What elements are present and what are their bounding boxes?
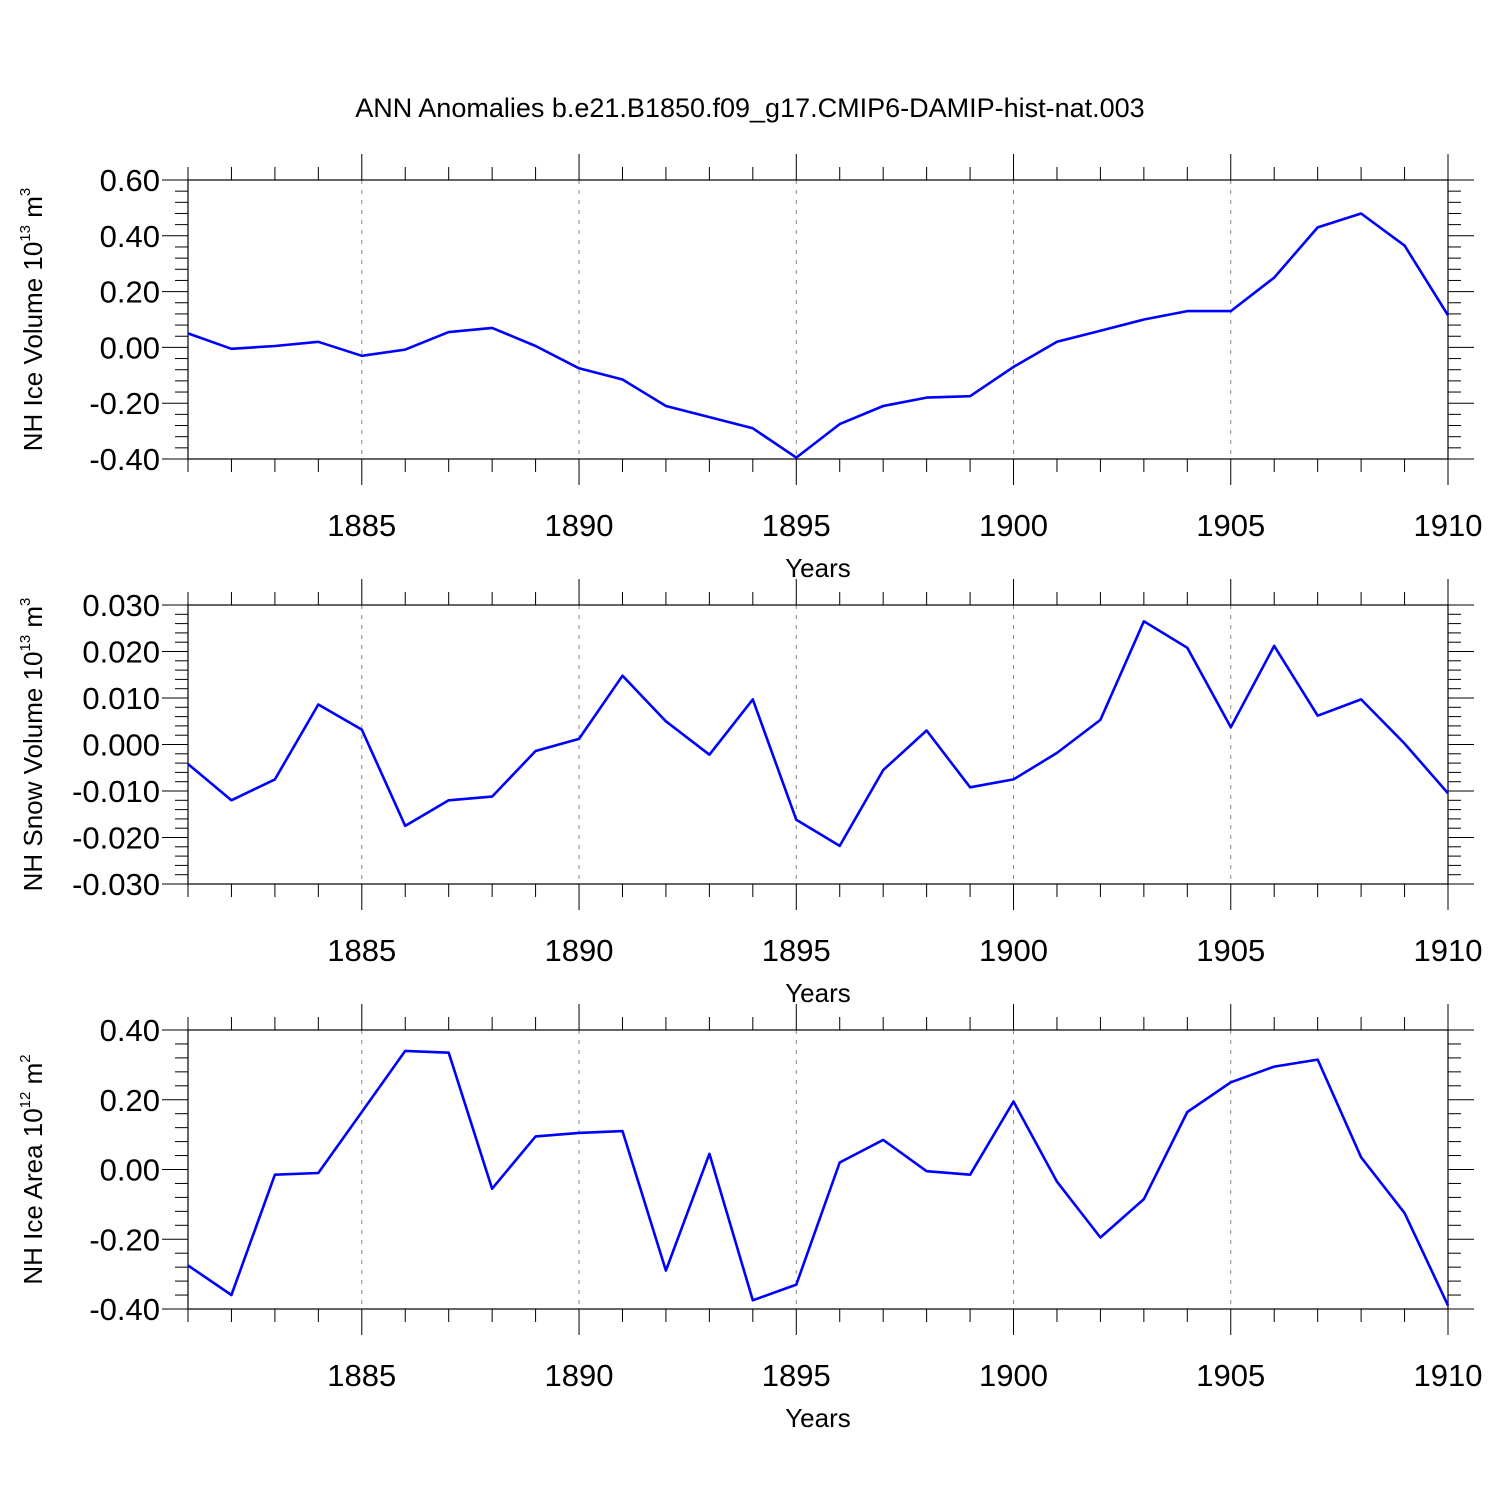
y-axis-label-unit: m (18, 606, 48, 635)
x-tick-label: 1890 (545, 1358, 614, 1393)
series-line (187, 1049, 1450, 1307)
x-axis-label: Years (785, 1403, 851, 1433)
x-tick-label: 1900 (979, 508, 1048, 543)
x-tick-label: 1910 (1414, 1358, 1483, 1393)
y-tick-label: -0.40 (89, 1292, 160, 1327)
plot-frame (187, 179, 1449, 460)
chart-title: ANN Anomalies b.e21.B1850.f09_g17.CMIP6-… (355, 93, 1144, 123)
y-axis-label-unit: m (18, 1063, 48, 1092)
y-axis-label-unit-exponent: 2 (17, 1054, 34, 1062)
y-tick-label: -0.40 (89, 442, 160, 477)
y-axis-label-text: NH Ice Area 10 (18, 1108, 48, 1284)
y-axis-label: NH Ice Area 1012 m2 (17, 1054, 48, 1284)
y-tick-label: 0.20 (100, 1083, 160, 1118)
y-axis-label-unit: m (18, 196, 48, 225)
y-axis-label-unit-exponent: 3 (17, 598, 34, 606)
x-tick-label: 1890 (545, 933, 614, 968)
x-tick-label: 1895 (762, 508, 831, 543)
y-axis-label: NH Snow Volume 1013 m3 (17, 598, 48, 892)
series-line (187, 619, 1449, 848)
x-tick-label: 1885 (327, 933, 396, 968)
y-tick-label: -0.010 (72, 774, 160, 809)
x-tick-label: 1905 (1196, 508, 1265, 543)
x-tick-label: 1885 (327, 508, 396, 543)
series-line (187, 212, 1450, 459)
y-tick-label: -0.030 (72, 867, 160, 902)
x-tick-label: 1905 (1196, 933, 1265, 968)
y-tick-label: 0.40 (100, 219, 160, 254)
y-tick-label: 0.030 (82, 588, 160, 623)
panel-1: 1885 1890 1895 1900 1905 1910 -0.40 -0.20 0.00 0.… (17, 154, 1482, 583)
x-tick-label: 1885 (327, 1358, 396, 1393)
y-axis-label-exponent: 13 (17, 225, 34, 242)
x-tick-label: 1900 (979, 1358, 1048, 1393)
y-axis-label-unit-exponent: 3 (17, 188, 34, 196)
x-tick-label: 1905 (1196, 1358, 1265, 1393)
x-tick-label: 1900 (979, 933, 1048, 968)
x-tick-label: 1895 (762, 1358, 831, 1393)
panel-2: 1885 1890 1895 1900 1905 1910 -0.030 -0.020 -0.0… (17, 579, 1482, 1008)
y-tick-label: 0.000 (82, 728, 160, 763)
y-tick-label: 0.00 (100, 1153, 160, 1188)
plot-frame (187, 604, 1449, 885)
x-axis-label: Years (785, 553, 851, 583)
y-tick-label: 0.20 (100, 275, 160, 310)
x-tick-label: 1910 (1414, 508, 1483, 543)
y-axis-label-exponent: 12 (17, 1092, 34, 1109)
panel-3: 1885 1890 1895 1900 1905 1910 -0.40 -0.20 0.00 0.… (17, 1004, 1482, 1433)
y-tick-label: -0.020 (72, 821, 160, 856)
y-tick-label: 0.00 (100, 330, 160, 365)
y-axis-label-text: NH Snow Volume 10 (18, 652, 48, 892)
y-tick-label: 0.40 (100, 1013, 160, 1048)
y-axis-label-text: NH Ice Volume 10 (18, 242, 48, 452)
y-tick-label: 0.010 (82, 681, 160, 716)
x-tick-label: 1890 (545, 508, 614, 543)
y-tick-label: 0.60 (100, 163, 160, 198)
y-tick-label: 0.020 (82, 635, 160, 670)
y-tick-label: -0.20 (89, 386, 160, 421)
y-tick-label: -0.20 (89, 1222, 160, 1257)
y-axis-label-exponent: 13 (17, 635, 34, 652)
x-axis-label: Years (785, 978, 851, 1008)
x-tick-label: 1895 (762, 933, 831, 968)
y-axis-label: NH Ice Volume 1013 m3 (17, 188, 48, 451)
x-tick-label: 1910 (1414, 933, 1483, 968)
